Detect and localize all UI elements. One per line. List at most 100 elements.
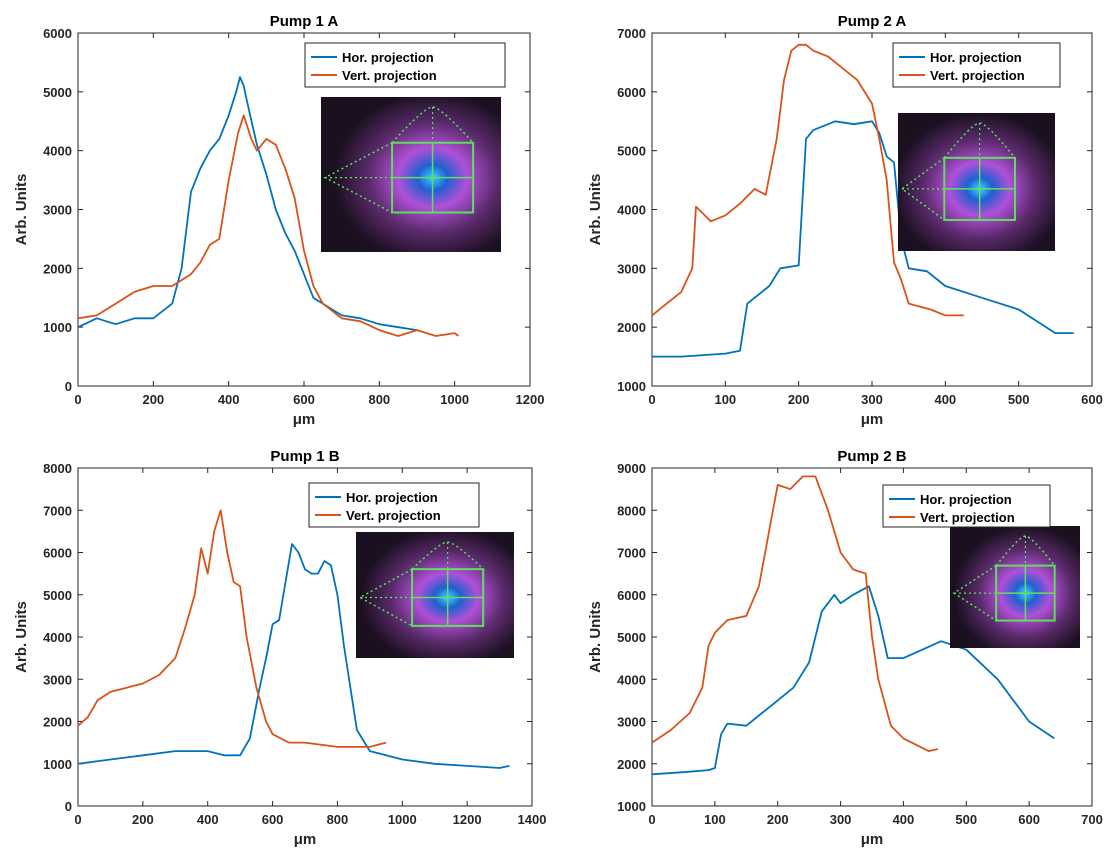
legend-label: Vert. projection: [920, 510, 1015, 525]
legend-label: Vert. projection: [346, 508, 441, 523]
y-axis-label: Arb. Units: [587, 174, 604, 246]
x-tick-label: 400: [218, 392, 240, 407]
x-tick-label: 1000: [388, 812, 417, 827]
y-tick-label: 2000: [43, 715, 72, 730]
y-tick-label: 5000: [43, 85, 72, 100]
chart-panel-4: 0 100 200 300 400 500 600 700 1000 2000 3000 4000 50…: [587, 448, 1103, 848]
legend: Hor. projection Vert. projection: [308, 482, 480, 528]
y-tick-label: 6000: [617, 85, 646, 100]
beam-spot: [321, 97, 501, 252]
y-tick-label: 7000: [617, 546, 646, 561]
x-tick-label: 500: [955, 812, 977, 827]
x-tick-label: 400: [893, 812, 915, 827]
y-tick-label: 9000: [617, 461, 646, 476]
legend-label: Hor. projection: [920, 492, 1012, 507]
chart-panel-1: 0 200 400 600 800 1000 1200 0 1000 2000 3000 4000 50…: [13, 13, 544, 428]
y-tick-label: 6000: [43, 26, 72, 41]
x-tick-label: 1400: [518, 812, 547, 827]
y-axis-label: Arb. Units: [13, 174, 30, 246]
y-tick-label: 5000: [43, 588, 72, 603]
x-tick-label: 500: [1008, 392, 1030, 407]
legend: Hor. projection Vert. projection: [882, 484, 1051, 528]
x-tick-label: 800: [327, 812, 349, 827]
x-tick-label: 200: [767, 812, 789, 827]
x-tick-label: 100: [714, 392, 736, 407]
series-line-hor-projection: [652, 120, 1074, 358]
y-tick-label: 3000: [43, 203, 72, 218]
series-line-vert-projection: [77, 509, 387, 748]
beam-profile-image: [356, 532, 514, 658]
legend-box: [882, 484, 1051, 528]
legend-label: Hor. projection: [346, 490, 438, 505]
x-tick-label: 1000: [440, 392, 469, 407]
y-tick-label: 7000: [617, 26, 646, 41]
chart-title: Pump 1 B: [270, 448, 339, 465]
x-axis-label: μm: [294, 831, 317, 848]
y-tick-label: 0: [65, 379, 72, 394]
legend-box: [308, 482, 480, 528]
legend-box: [892, 42, 1061, 88]
x-tick-label: 700: [1081, 812, 1103, 827]
x-tick-label: 400: [197, 812, 219, 827]
y-tick-label: 1000: [617, 379, 646, 394]
y-tick-label: 4000: [43, 630, 72, 645]
y-tick-label: 4000: [617, 672, 646, 687]
y-tick-label: 1000: [43, 320, 72, 335]
series-line-hor-projection: [651, 585, 1055, 776]
series-line-vert-projection: [651, 43, 964, 317]
y-tick-label: 3000: [617, 261, 646, 276]
x-axis-label: μm: [861, 831, 884, 848]
legend-label: Vert. projection: [930, 68, 1025, 83]
legend-box: [304, 42, 506, 88]
x-tick-label: 1200: [516, 392, 545, 407]
x-tick-label: 0: [648, 812, 655, 827]
y-tick-label: 2000: [617, 757, 646, 772]
x-tick-label: 300: [830, 812, 852, 827]
beam-profile-image: [898, 113, 1055, 251]
y-tick-label: 8000: [617, 503, 646, 518]
chart-title: Pump 2 A: [838, 13, 907, 30]
y-axis-label: Arb. Units: [13, 601, 30, 673]
x-tick-label: 600: [262, 812, 284, 827]
y-tick-label: 3000: [43, 672, 72, 687]
y-tick-label: 4000: [617, 203, 646, 218]
x-tick-label: 0: [648, 392, 655, 407]
legend-label: Hor. projection: [342, 50, 434, 65]
y-tick-label: 1000: [617, 799, 646, 814]
x-tick-label: 300: [861, 392, 883, 407]
y-tick-label: 6000: [617, 588, 646, 603]
x-tick-label: 400: [934, 392, 956, 407]
x-tick-label: 0: [74, 392, 81, 407]
y-tick-label: 1000: [43, 757, 72, 772]
chart-title: Pump 2 B: [837, 448, 906, 465]
x-tick-label: 600: [1081, 392, 1103, 407]
legend: Hor. projection Vert. projection: [892, 42, 1061, 88]
x-tick-label: 200: [132, 812, 154, 827]
y-tick-label: 6000: [43, 546, 72, 561]
legend: Hor. projection Vert. projection: [304, 42, 506, 88]
x-tick-label: 200: [142, 392, 164, 407]
beam-profile-image: [321, 97, 501, 252]
chart-title: Pump 1 A: [270, 13, 339, 30]
x-axis-label: μm: [861, 411, 884, 428]
y-tick-label: 2000: [43, 261, 72, 276]
series-line-hor-projection: [77, 543, 510, 769]
x-tick-label: 200: [788, 392, 810, 407]
legend-label: Hor. projection: [930, 50, 1022, 65]
beam-spot: [356, 532, 514, 658]
chart-panel-2: 0 100 200 300 400 500 600 1000 2000 3000 4000 5000 6…: [587, 13, 1103, 428]
beam-spot: [898, 113, 1055, 251]
y-tick-label: 5000: [617, 630, 646, 645]
x-tick-label: 1200: [453, 812, 482, 827]
series-line-vert-projection: [651, 475, 939, 752]
vert-profile-dotted: [995, 535, 1056, 567]
x-tick-label: 0: [74, 812, 81, 827]
beam-profile-image: [950, 526, 1080, 648]
y-tick-label: 7000: [43, 503, 72, 518]
x-tick-label: 600: [293, 392, 315, 407]
x-tick-label: 600: [1018, 812, 1040, 827]
y-tick-label: 8000: [43, 461, 72, 476]
y-tick-label: 4000: [43, 144, 72, 159]
y-tick-label: 3000: [617, 715, 646, 730]
